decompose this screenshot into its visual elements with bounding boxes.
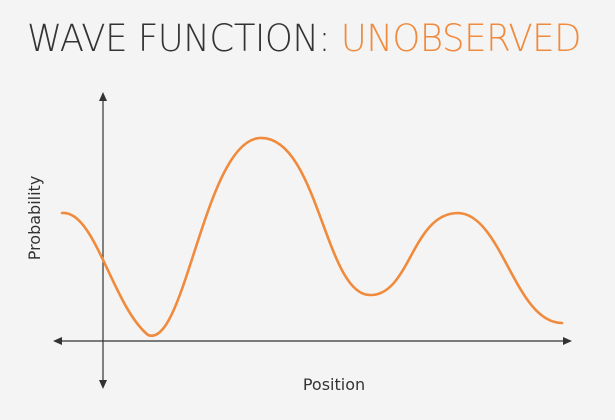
x-axis-left-arrow-icon — [53, 337, 62, 345]
title-accent-text: UNOBSERVED — [340, 17, 582, 60]
title-main-text: WAVE FUNCTION: — [27, 17, 341, 60]
y-axis-top-arrow-icon — [99, 92, 107, 101]
x-axis-right-arrow-icon — [563, 337, 572, 345]
wave-function-curve — [60, 136, 564, 337]
x-axis-label: Position — [303, 375, 365, 394]
y-axis-bottom-arrow-icon — [99, 380, 107, 389]
page-title: WAVE FUNCTION: UNOBSERVED — [27, 20, 581, 57]
y-axis-label: Probability — [25, 176, 44, 261]
